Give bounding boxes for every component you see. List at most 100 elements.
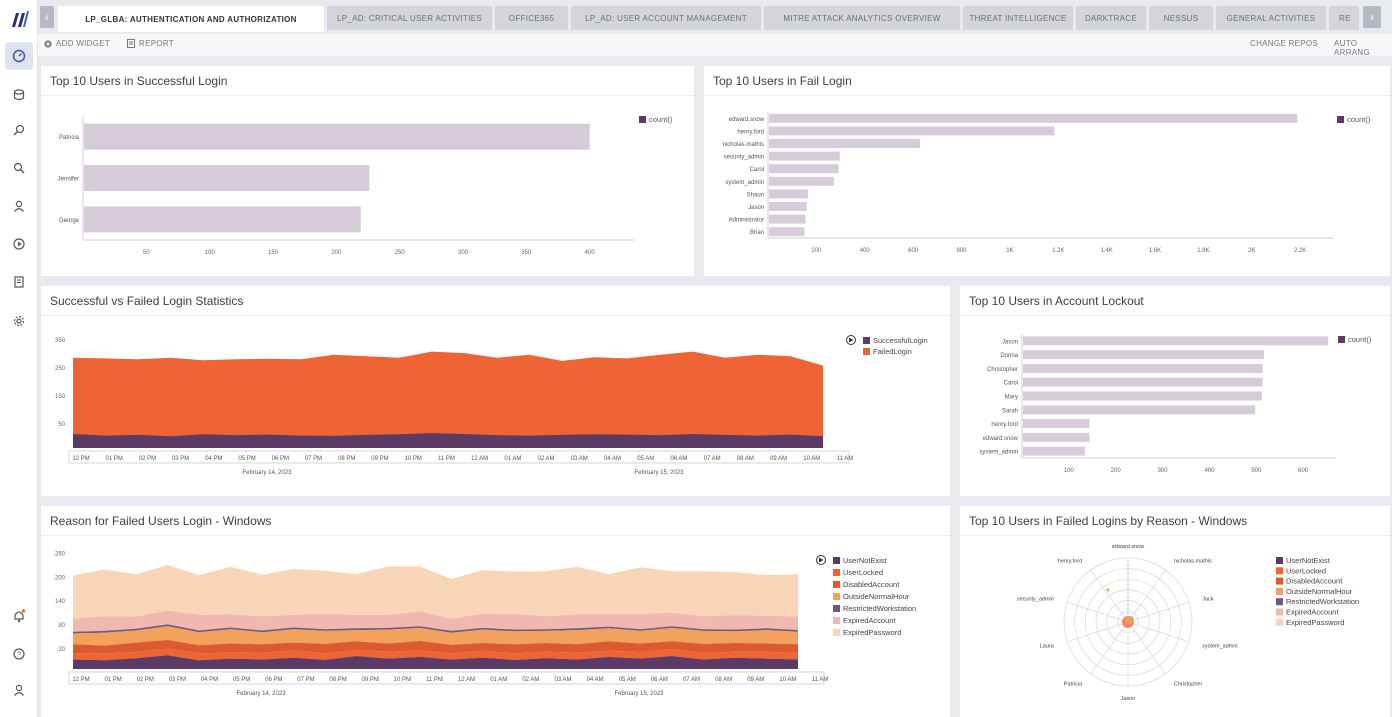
x-tick-label: 50 — [143, 250, 150, 256]
radar-spoke — [1090, 621, 1129, 674]
x-tick-label: 04 AM — [604, 456, 621, 462]
legend-swatch — [833, 617, 840, 624]
bar-christopher — [1023, 363, 1263, 373]
tab-mitre[interactable]: MITRE ATTACK ANALYTICS OVERVIEW — [764, 6, 960, 30]
x-tick-label: 10 AM — [803, 456, 820, 462]
toolbar: ADD WIDGET REPORT CHANGE REPOS AUTO ARRA… — [38, 34, 1392, 57]
logo-icon[interactable] — [10, 9, 30, 29]
legend-label: UserLocked — [843, 568, 883, 577]
x-tick-label: 400 — [1204, 468, 1215, 474]
category-label: Carol — [750, 167, 764, 173]
tab-overflow[interactable]: RE — [1329, 6, 1359, 30]
x-tick-label: 02 PM — [137, 677, 154, 683]
x-tick-label: 1.2K — [1052, 248, 1064, 254]
radar-axis-label: Laura — [1040, 643, 1055, 649]
tab-glba-auth[interactable]: LP_GLBA: AUTHENTICATION AND AUTHORIZATIO… — [58, 6, 324, 32]
user-profile-icon[interactable] — [9, 680, 29, 700]
legend-swatch — [1276, 587, 1283, 595]
bar-carol — [1023, 377, 1263, 387]
bar-carol — [769, 164, 839, 174]
bar-brian — [769, 227, 805, 237]
report-icon[interactable] — [9, 272, 29, 292]
category-label: Mary — [1005, 395, 1018, 401]
x-tick-label: 1.6K — [1149, 248, 1161, 254]
x-tick-label: 600 — [908, 248, 919, 254]
notification-icon[interactable] — [9, 606, 29, 626]
user-search-icon[interactable] — [9, 196, 29, 216]
x-tick-label: 2K — [1248, 248, 1255, 254]
play-icon[interactable] — [9, 234, 29, 254]
y-tick-label: 150 — [55, 394, 66, 400]
x-tick-label: 2.2K — [1294, 248, 1306, 254]
panel-title: Top 10 Users in Failed Logins by Reason … — [969, 514, 1248, 528]
area-expiredpassword — [73, 565, 798, 619]
legend-swatch — [833, 593, 840, 600]
x-tick-label: 03 AM — [554, 677, 571, 683]
tab-threat-intel[interactable]: THREAT INTELLIGENCE — [963, 6, 1073, 30]
x-tick-label: 12 AM — [471, 456, 488, 462]
auto-arrange-button[interactable]: AUTO ARRANG — [1334, 39, 1392, 57]
legend-swatch — [1276, 577, 1283, 585]
search-advanced-icon[interactable] — [9, 120, 29, 140]
panel-title: Top 10 Users in Successful Login — [50, 74, 228, 88]
report-button[interactable]: REPORT — [127, 39, 174, 48]
x-tick-label: 02 PM — [139, 456, 156, 462]
sidebar: ? — [0, 0, 38, 717]
bar-henry-ford — [769, 126, 1055, 136]
x-tick-label: 08 PM — [338, 456, 355, 462]
x-tick-label: 07 AM — [683, 677, 700, 683]
panel-success-vs-failed: Successful vs Failed Login Statistics 35… — [41, 286, 950, 496]
settings-icon[interactable] — [9, 311, 29, 331]
x-tick-label: 07 PM — [305, 456, 322, 462]
database-icon[interactable] — [9, 85, 29, 105]
bar-mary — [1023, 391, 1262, 401]
add-widget-button[interactable]: ADD WIDGET — [44, 39, 110, 48]
x-tick-label: 03 PM — [172, 456, 189, 462]
x-tick-label: 06 PM — [272, 456, 289, 462]
tab-nessus[interactable]: NESSUS — [1149, 6, 1213, 30]
help-icon[interactable]: ? — [9, 644, 29, 664]
y-tick-label: 50 — [58, 422, 65, 428]
failed-reason-chart: 260 200 140 80 20 12 PM 01 PM 02 PM 03 PM 04 PM 05… — [55, 552, 916, 697]
date-label: February 14, 2023 — [242, 470, 292, 476]
category-label: nicholas.mathis — [723, 142, 764, 148]
legend-swatch — [1276, 598, 1283, 606]
dashboard-icon[interactable] — [5, 42, 33, 70]
category-label: henry.ford — [737, 129, 764, 135]
tab-scroll-left-button[interactable]: ‹ — [40, 6, 54, 28]
x-tick-label: 05 AM — [637, 456, 654, 462]
x-tick-label: 12 AM — [458, 677, 475, 683]
x-tick-label: 1.4K — [1100, 248, 1112, 254]
x-tick-label: 100 — [205, 250, 216, 256]
x-tick-label: 1K — [1006, 248, 1013, 254]
success-vs-failed-chart: 350 250 150 50 12 PM 01 PM 02 PM 03 PM 04 PM 05 P… — [55, 335, 928, 476]
tab-general[interactable]: GENERAL ACTIVITIES — [1216, 6, 1326, 30]
legend-label: ExpiredPassword — [843, 628, 901, 637]
y-tick-label: 140 — [55, 599, 66, 605]
legend-label: DisabledAccount — [843, 580, 900, 589]
category-label: George — [59, 218, 80, 224]
tab-darktrace[interactable]: DARKTRACE — [1076, 6, 1146, 30]
x-tick-label: 09 PM — [362, 677, 379, 683]
play-triangle — [819, 557, 824, 563]
x-tick-label: 04 PM — [205, 456, 222, 462]
search-icon[interactable] — [9, 158, 29, 178]
change-repos-button[interactable]: CHANGE REPOS — [1250, 39, 1318, 48]
tab-office365[interactable]: OFFICE365 — [495, 6, 568, 30]
panel-fail-login: Top 10 Users in Fail Login edward.snow he… — [704, 66, 1390, 276]
tab-ad-user-mgmt[interactable]: LP_AD: USER ACCOUNT MANAGEMENT — [571, 6, 761, 30]
legend-label: SuccessfulLogin — [873, 336, 928, 345]
legend-swatch — [1276, 618, 1283, 626]
play-triangle — [849, 337, 854, 343]
legend-label: ExpiredAccount — [1286, 608, 1339, 617]
tab-ad-critical[interactable]: LP_AD: CRITICAL USER ACTIVITIES — [327, 6, 492, 30]
y-tick-label: 260 — [55, 552, 66, 558]
tab-scroll-right-button[interactable]: › — [1363, 6, 1381, 28]
document-icon — [127, 39, 135, 48]
legend-label: count() — [1347, 115, 1371, 124]
x-tick-label: 01 PM — [106, 456, 123, 462]
x-tick-label: 09 PM — [371, 456, 388, 462]
x-tick-label: 07 PM — [297, 677, 314, 683]
radar-axis-label: Patricia — [1064, 681, 1083, 687]
